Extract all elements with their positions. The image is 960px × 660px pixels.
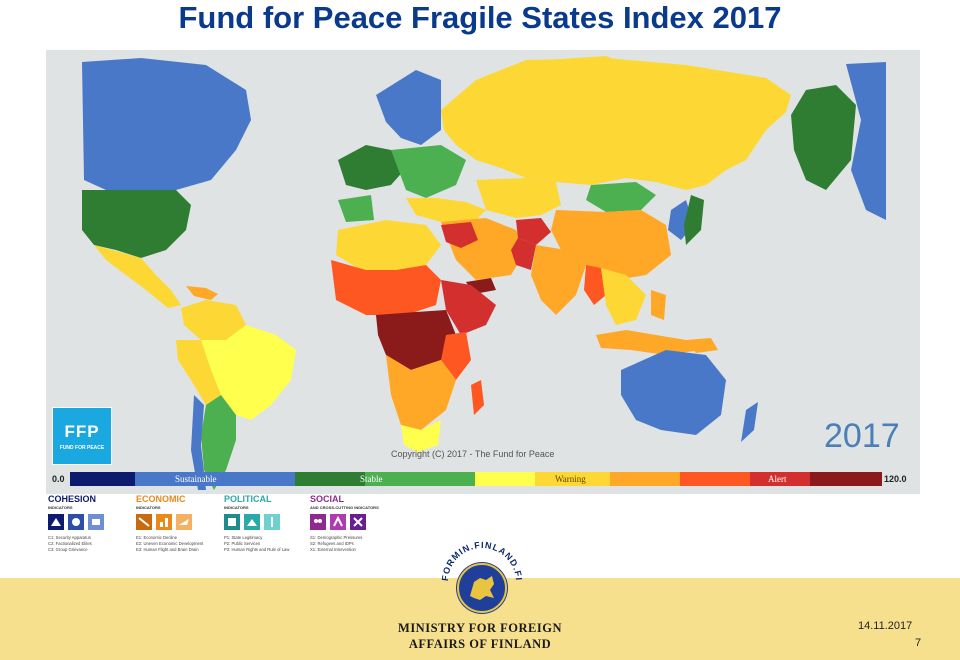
security-apparatus-icon [48,514,64,530]
indicator-item: C3: Group Grievance [48,547,88,552]
group-grievance-icon [88,514,104,530]
country-southeast-asia [601,268,646,325]
country-balkans-turkey [406,198,486,222]
country-nordics [376,70,441,145]
state-legitimacy-icon [224,514,240,530]
country-south-africa [401,420,441,452]
indicator-group-subtitle: INDICATORS [48,505,73,510]
country-central-asia [476,178,561,218]
country-iberia [338,195,374,222]
indicator-group-subtitle: AND CROSS-CUTTING INDICATORS [310,505,379,510]
human-flight-icon [176,514,192,530]
slide-title: Fund for Peace Fragile States Index 2017 [178,0,782,35]
indicator-item: C2: Factionalized Elites [48,541,92,546]
indicator-group-subtitle: INDICATORS [224,505,249,510]
country-north-africa [336,220,441,270]
country-myanmar [584,265,606,305]
public-services-icon [244,514,260,530]
country-png [686,338,718,353]
country-central-europe [391,145,466,198]
scale-label-alert: Alert [768,474,787,484]
country-philippines [651,290,666,320]
country-colombia-venezuela [181,300,246,340]
country-peru-bolivia [176,340,221,405]
country-pakistan [511,238,536,270]
refugees-idps-icon [330,514,346,530]
country-mongolia [586,182,656,212]
indicator-group-title: POLITICAL [224,494,272,504]
indicator-group-title: SOCIAL [310,494,345,504]
indicator-group-cohesion: COHESION INDICATORS C1: Security Apparat… [48,494,104,553]
ministry-name: MINISTRY FOR FOREIGN AFFAIRS OF FINLAND [360,620,600,652]
indicator-item: S1: Demographic Pressures [310,535,363,540]
country-afghanistan [516,218,551,245]
country-india [531,245,586,315]
indicator-item: E2: Uneven Economic Development [136,541,204,546]
fragile-states-map: FFP FUND FOR PEACE Copyright (C) 2017 - … [46,50,920,494]
demographic-pressures-icon [310,514,326,530]
indicator-item: C1: Security Apparatus [48,535,91,540]
indicator-group-title: ECONOMIC [136,494,186,504]
country-brazil [201,325,296,420]
indicator-item: X1: External Intervention [310,547,356,552]
country-russia [441,58,791,190]
slide-date: 14.11.2017 [858,620,913,632]
country-argentina [201,395,236,490]
country-chile [191,395,206,490]
country-sahel [331,260,441,315]
country-indonesia [596,330,701,355]
scale-label-warning: Warning [555,474,586,484]
scale-label-sustainable: Sustainable [175,474,217,484]
scale-min-value: 0.0 [52,474,65,484]
country-canada-east [846,62,886,220]
country-madagascar [471,380,484,415]
indicator-group-economic: ECONOMIC INDICATORS E1: Economic Decline… [136,494,203,553]
ffp-logo-mark: FFP [64,422,100,441]
country-china [551,210,671,280]
scale-max-value: 120.0 [884,474,907,484]
map-copyright: Copyright (C) 2017 - The Fund for Peace [391,449,555,459]
indicators-legend: COHESION INDICATORS C1: Security Apparat… [46,494,401,578]
country-caribbean [186,286,218,300]
slide-page-number: 7 [915,637,922,649]
country-mexico [94,245,181,308]
country-japan [684,195,704,245]
fragility-scale-bar: Sustainable Stable Warning Alert [70,472,882,486]
lion-icon [470,576,494,600]
scale-label-stable: Stable [360,474,383,484]
map-year-label: 2017 [824,417,900,455]
factionalized-elites-icon [68,514,84,530]
country-central-africa [376,310,456,370]
indicator-item: S2: Refugees and IDPs [310,541,354,546]
human-rights-icon [264,514,280,530]
ffp-logo-subtitle: FUND FOR PEACE [59,445,105,451]
ministry-line-2: AFFAIRS OF FINLAND [408,637,552,651]
ffp-logo: FFP FUND FOR PEACE [52,407,112,465]
country-southern-africa [386,355,456,430]
indicator-group-subtitle: INDICATORS [136,505,161,510]
ministry-line-1: MINISTRY FOR FOREIGN [398,621,562,635]
indicator-item: P2: Public Services [224,541,261,546]
country-horn-africa [441,280,496,335]
country-western-europe [338,145,406,190]
indicator-item: E3: Human Flight and Brain Drain [136,547,199,552]
country-canada [82,58,251,190]
ministry-seal-icon: FORMIN.FINLAND.FI [440,540,523,614]
country-east-africa [441,332,471,380]
country-alaska [791,85,856,190]
economic-decline-icon [136,514,152,530]
country-new-zealand [741,402,758,442]
indicator-item: P1: State Legitimacy [224,535,263,540]
world-map [82,56,886,490]
indicator-group-social: SOCIAL AND CROSS-CUTTING INDICATORS S1: … [310,494,379,553]
indicator-group-political: POLITICAL INDICATORS P1: State Legitimac… [224,494,289,553]
indicator-item: E1: Economic Decline [136,535,177,540]
indicator-item: P3: Human Rights and Rule of Law [224,547,290,552]
country-usa [82,190,191,258]
indicator-group-title: COHESION [48,494,97,504]
country-syria-iraq [441,222,478,248]
external-intervention-icon [350,514,366,530]
uneven-development-icon [156,514,172,530]
country-australia [621,350,726,435]
